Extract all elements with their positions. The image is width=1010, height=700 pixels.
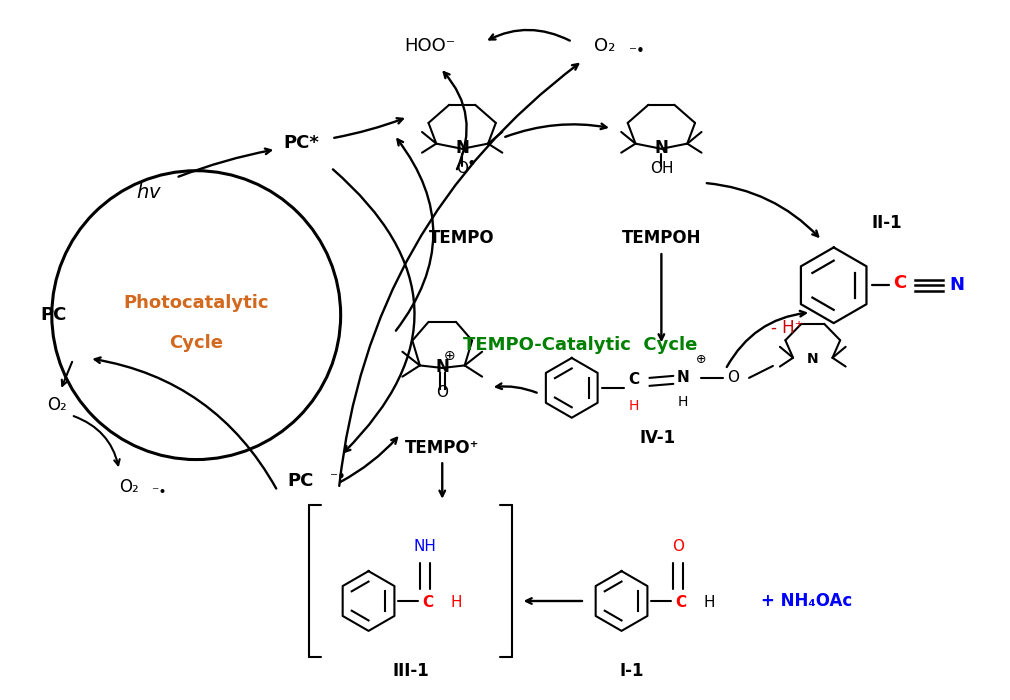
Text: TEMPO: TEMPO xyxy=(429,230,495,247)
Text: N: N xyxy=(949,276,965,294)
Text: Photocatalytic: Photocatalytic xyxy=(123,294,269,312)
Text: III-1: III-1 xyxy=(392,662,429,680)
Text: ⊕: ⊕ xyxy=(444,349,456,363)
Text: Cycle: Cycle xyxy=(170,334,223,352)
Text: + NH₄OAc: + NH₄OAc xyxy=(761,592,852,610)
Text: O: O xyxy=(673,539,685,554)
Text: HOO⁻: HOO⁻ xyxy=(405,37,456,55)
Text: H: H xyxy=(703,596,715,610)
Text: - H⁺: - H⁺ xyxy=(771,319,803,337)
Text: N: N xyxy=(807,352,818,366)
Text: C: C xyxy=(676,596,687,610)
Text: PC*: PC* xyxy=(283,134,319,152)
Text: OH: OH xyxy=(649,161,673,176)
Text: ⁻•: ⁻• xyxy=(330,470,347,485)
Text: C: C xyxy=(423,596,434,610)
Text: O₂: O₂ xyxy=(594,37,615,55)
Text: •: • xyxy=(467,155,476,174)
Text: TEMPO-Catalytic  Cycle: TEMPO-Catalytic Cycle xyxy=(463,336,697,354)
Text: ⊕: ⊕ xyxy=(696,354,706,367)
Text: TEMPOH: TEMPOH xyxy=(621,230,701,247)
Text: O₂: O₂ xyxy=(119,479,139,496)
Text: ⁻•: ⁻• xyxy=(152,485,168,499)
Text: I-1: I-1 xyxy=(619,662,643,680)
Text: N: N xyxy=(435,358,449,376)
Text: O₂: O₂ xyxy=(46,395,67,414)
Text: H: H xyxy=(678,395,689,409)
Text: H: H xyxy=(628,399,638,413)
Text: C: C xyxy=(893,274,906,293)
Text: $hv$: $hv$ xyxy=(136,183,163,202)
Text: IV-1: IV-1 xyxy=(639,428,676,447)
Text: O: O xyxy=(727,370,739,386)
Text: NH: NH xyxy=(414,539,436,554)
Text: C: C xyxy=(628,372,639,387)
Text: N: N xyxy=(654,139,669,157)
Text: PC: PC xyxy=(40,306,67,324)
Text: O: O xyxy=(436,385,448,400)
Text: ⁻•: ⁻• xyxy=(629,43,646,59)
Text: O: O xyxy=(457,161,469,176)
Text: H: H xyxy=(450,596,462,610)
Text: TEMPO⁺: TEMPO⁺ xyxy=(405,439,480,456)
Text: N: N xyxy=(456,139,469,157)
Text: II-1: II-1 xyxy=(872,214,902,232)
Text: PC: PC xyxy=(288,473,314,491)
Text: N: N xyxy=(677,370,690,386)
